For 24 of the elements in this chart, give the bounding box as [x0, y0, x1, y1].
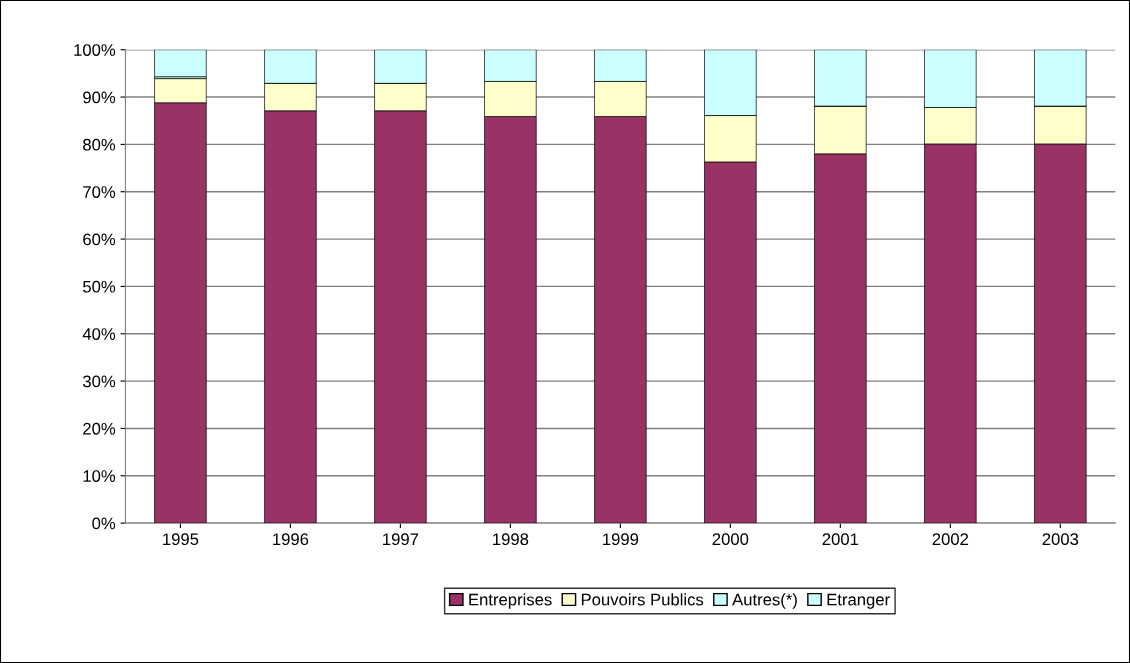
y-tick-label: 90%	[83, 91, 116, 104]
y-tick-label: 60%	[83, 233, 116, 246]
legend-label: Pouvoirs Publics	[581, 593, 704, 606]
x-tick-label: 1999	[603, 533, 639, 546]
x-tick-label: 2003	[1042, 533, 1079, 546]
x-tick-label: 1995	[163, 533, 199, 546]
y-tick-label: 70%	[83, 186, 116, 198]
x-tick-label: 2002	[932, 533, 969, 546]
y-tick-label: 10%	[83, 470, 116, 482]
x-tick-label: 1996	[273, 533, 309, 546]
y-tick-label: 40%	[82, 328, 116, 340]
legend-label: Etranger	[827, 593, 890, 609]
x-tick-label: 2000	[712, 533, 749, 546]
y-tick-label: 50%	[83, 280, 116, 293]
x-tick-label: 2001	[822, 533, 859, 546]
x-tick-label: 1998	[493, 533, 529, 546]
legend-label: Autres(*)	[732, 593, 797, 609]
y-tick-label: 0%	[92, 517, 116, 530]
x-tick-label: 1997	[383, 533, 419, 546]
y-tick-label: 80%	[83, 138, 116, 151]
y-tick-label: 30%	[82, 375, 116, 388]
y-tick-label: 100%	[74, 44, 116, 56]
legend-label: Entreprises	[469, 593, 552, 609]
y-tick-label: 20%	[83, 422, 116, 435]
